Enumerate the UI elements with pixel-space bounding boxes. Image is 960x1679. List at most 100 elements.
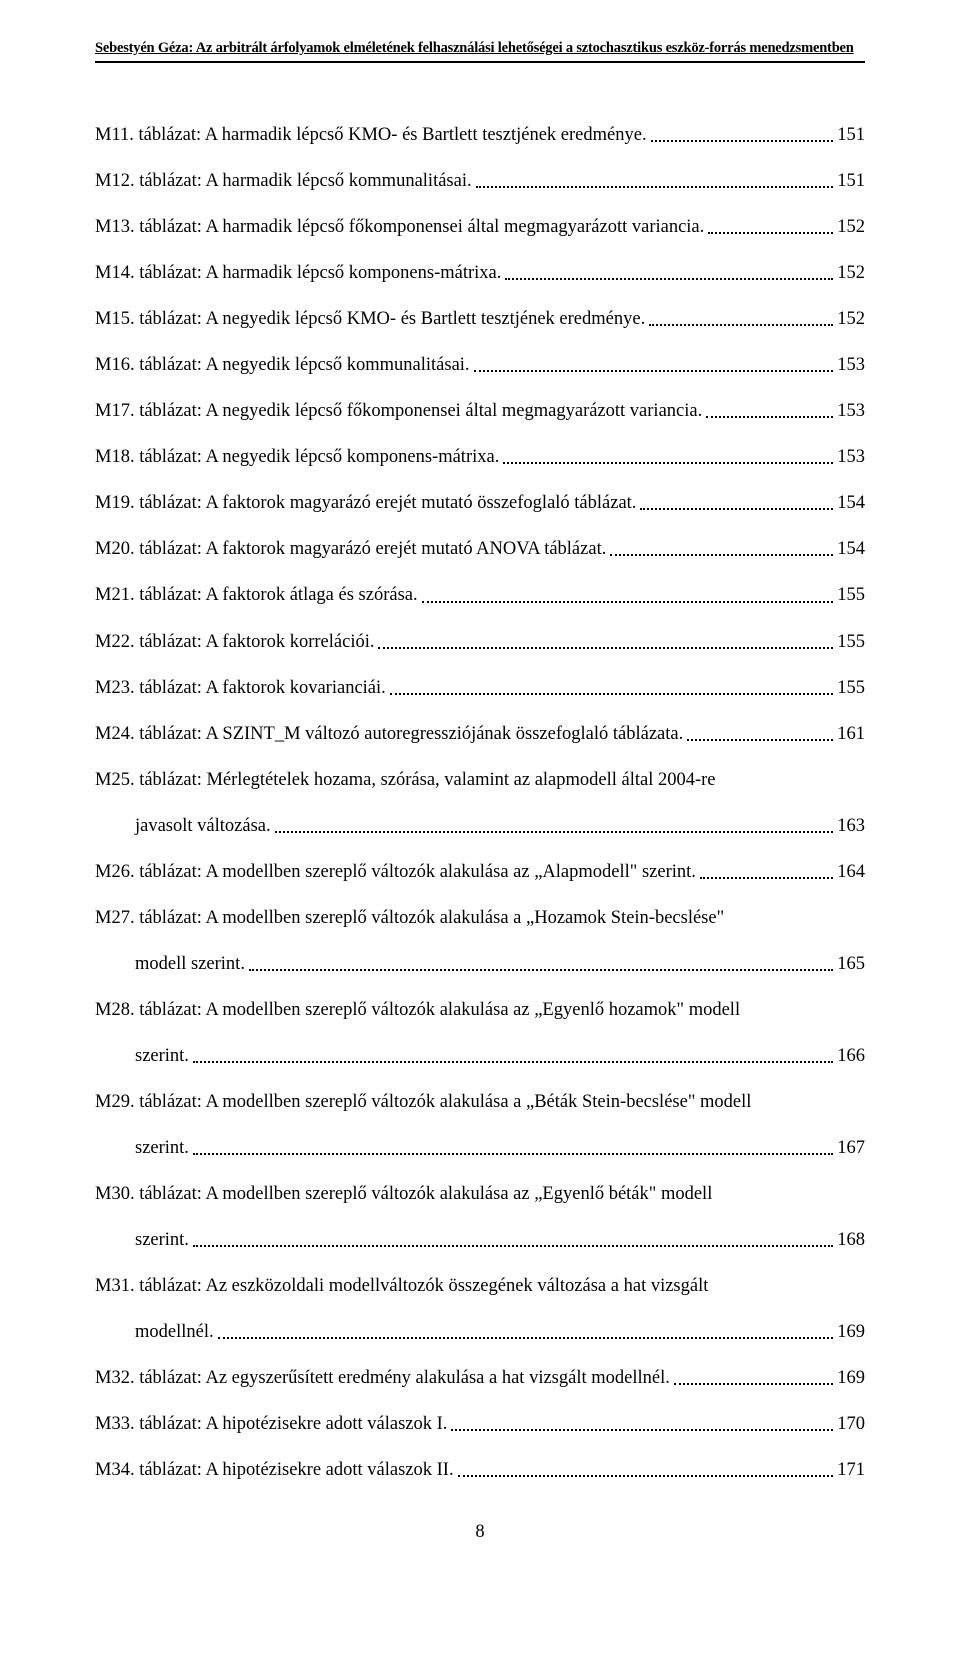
toc-entry-text: M16. táblázat: A negyedik lépcső kommuna… [95, 353, 470, 377]
toc-entry: M24. táblázat: A SZINT_M változó autoreg… [95, 722, 865, 746]
toc-entry-text: M19. táblázat: A faktorok magyarázó erej… [95, 491, 636, 515]
toc-entry-text: szerint. [135, 1044, 189, 1068]
toc-entry: M19. táblázat: A faktorok magyarázó erej… [95, 491, 865, 515]
toc-entry-page: 171 [837, 1458, 865, 1482]
page-header: Sebestyén Géza: Az arbitrált árfolyamok … [95, 40, 865, 63]
toc-leader-dots [706, 416, 833, 418]
toc-entry-page: 152 [837, 261, 865, 285]
toc-entry-page: 155 [837, 630, 865, 654]
toc-leader-dots [503, 462, 833, 464]
toc-entry: M33. táblázat: A hipotézisekre adott vál… [95, 1412, 865, 1436]
toc-entry-text: M33. táblázat: A hipotézisekre adott vál… [95, 1412, 447, 1436]
toc-leader-dots [640, 508, 833, 510]
toc-leader-dots [390, 693, 833, 695]
toc-leader-dots [476, 186, 834, 188]
toc-entry-page: 155 [837, 676, 865, 700]
toc-entry-text: M25. táblázat: Mérlegtételek hozama, szó… [95, 768, 865, 792]
toc-entry-page: 170 [837, 1412, 865, 1436]
toc-entry: M25. táblázat: Mérlegtételek hozama, szó… [95, 768, 865, 838]
toc-entry-page: 154 [837, 491, 865, 515]
toc-entry-page: 155 [837, 583, 865, 607]
page-number: 8 [95, 1522, 865, 1543]
toc-entry: M34. táblázat: A hipotézisekre adott vál… [95, 1458, 865, 1482]
toc-leader-dots [378, 647, 833, 649]
toc-entry-text: M23. táblázat: A faktorok kovarianciái. [95, 676, 386, 700]
toc-entry-text: M24. táblázat: A SZINT_M változó autoreg… [95, 722, 683, 746]
toc-entry-page: 164 [837, 860, 865, 884]
toc-entry: M29. táblázat: A modellben szereplő vált… [95, 1090, 865, 1160]
toc-entry: M31. táblázat: Az eszközoldali modellvál… [95, 1274, 865, 1344]
toc-entry-text: M30. táblázat: A modellben szereplő vált… [95, 1182, 865, 1206]
toc-entry-text: M27. táblázat: A modellben szereplő vált… [95, 906, 865, 930]
toc-leader-dots [193, 1245, 833, 1247]
toc-entry-text: M13. táblázat: A harmadik lépcső főkompo… [95, 215, 704, 239]
toc-leader-dots [505, 278, 833, 280]
toc-entry-text: modell szerint. [135, 952, 245, 976]
toc-entry-page: 154 [837, 537, 865, 561]
toc-entry-page: 151 [837, 123, 865, 147]
toc-entry-page: 153 [837, 399, 865, 423]
toc-entry-page: 153 [837, 353, 865, 377]
toc-entry-text: M12. táblázat: A harmadik lépcső kommuna… [95, 169, 472, 193]
toc-leader-dots [610, 554, 833, 556]
toc-entry-text: M32. táblázat: Az egyszerűsített eredmén… [95, 1366, 670, 1390]
toc-leader-dots [651, 140, 834, 142]
toc-entry-text: M29. táblázat: A modellben szereplő vált… [95, 1090, 865, 1114]
toc-leader-dots [218, 1337, 834, 1339]
toc-entry-page: 152 [837, 215, 865, 239]
toc-leader-dots [249, 969, 833, 971]
toc-entry: M11. táblázat: A harmadik lépcső KMO- és… [95, 123, 865, 147]
toc-entry-text: M28. táblázat: A modellben szereplő vált… [95, 998, 865, 1022]
toc-leader-dots [708, 232, 833, 234]
toc-entry-page: 165 [837, 952, 865, 976]
toc-entry-page: 167 [837, 1136, 865, 1160]
toc-entry-page: 169 [837, 1320, 865, 1344]
toc-leader-dots [649, 324, 833, 326]
toc-leader-dots [687, 739, 833, 741]
toc-entry: M14. táblázat: A harmadik lépcső kompone… [95, 261, 865, 285]
toc-leader-dots [422, 601, 834, 603]
toc-entry-text: M21. táblázat: A faktorok átlaga és szór… [95, 583, 418, 607]
toc-entry: M20. táblázat: A faktorok magyarázó erej… [95, 537, 865, 561]
toc-leader-dots [451, 1429, 833, 1431]
toc-entry: M30. táblázat: A modellben szereplő vált… [95, 1182, 865, 1252]
toc-entry-page: 168 [837, 1228, 865, 1252]
toc-entry-text: modellnél. [135, 1320, 214, 1344]
toc-entry: M27. táblázat: A modellben szereplő vált… [95, 906, 865, 976]
toc-entry-page: 169 [837, 1366, 865, 1390]
toc-entry-text: M17. táblázat: A negyedik lépcső főkompo… [95, 399, 702, 423]
toc-entry: M17. táblázat: A negyedik lépcső főkompo… [95, 399, 865, 423]
toc-leader-dots [193, 1153, 833, 1155]
toc-entry: M26. táblázat: A modellben szereplő vált… [95, 860, 865, 884]
toc-entry: M18. táblázat: A negyedik lépcső kompone… [95, 445, 865, 469]
toc-entry: M22. táblázat: A faktorok korrelációi.15… [95, 630, 865, 654]
toc-entry-text: M26. táblázat: A modellben szereplő vált… [95, 860, 696, 884]
table-of-contents: M11. táblázat: A harmadik lépcső KMO- és… [95, 123, 865, 1482]
toc-entry: M15. táblázat: A negyedik lépcső KMO- és… [95, 307, 865, 331]
toc-entry-text: M14. táblázat: A harmadik lépcső kompone… [95, 261, 501, 285]
toc-entry: M28. táblázat: A modellben szereplő vált… [95, 998, 865, 1068]
toc-entry-text: szerint. [135, 1228, 189, 1252]
toc-entry: M16. táblázat: A negyedik lépcső kommuna… [95, 353, 865, 377]
toc-entry: M13. táblázat: A harmadik lépcső főkompo… [95, 215, 865, 239]
toc-entry-page: 163 [837, 814, 865, 838]
toc-entry-page: 161 [837, 722, 865, 746]
toc-leader-dots [700, 877, 833, 879]
toc-leader-dots [458, 1475, 834, 1477]
toc-entry-page: 153 [837, 445, 865, 469]
toc-entry-text: M34. táblázat: A hipotézisekre adott vál… [95, 1458, 454, 1482]
toc-entry-text: M18. táblázat: A negyedik lépcső kompone… [95, 445, 499, 469]
toc-entry: M23. táblázat: A faktorok kovarianciái. 1… [95, 676, 865, 700]
toc-entry-text: M31. táblázat: Az eszközoldali modellvál… [95, 1274, 865, 1298]
toc-leader-dots [674, 1383, 833, 1385]
toc-leader-dots [275, 831, 834, 833]
toc-entry-text: javasolt változása. [135, 814, 271, 838]
toc-leader-dots [193, 1061, 833, 1063]
toc-entry: M21. táblázat: A faktorok átlaga és szór… [95, 583, 865, 607]
toc-entry-text: M15. táblázat: A negyedik lépcső KMO- és… [95, 307, 645, 331]
toc-entry: M32. táblázat: Az egyszerűsített eredmén… [95, 1366, 865, 1390]
toc-entry-page: 152 [837, 307, 865, 331]
toc-entry: M12. táblázat: A harmadik lépcső kommuna… [95, 169, 865, 193]
toc-entry-text: M11. táblázat: A harmadik lépcső KMO- és… [95, 123, 647, 147]
toc-leader-dots [474, 370, 834, 372]
